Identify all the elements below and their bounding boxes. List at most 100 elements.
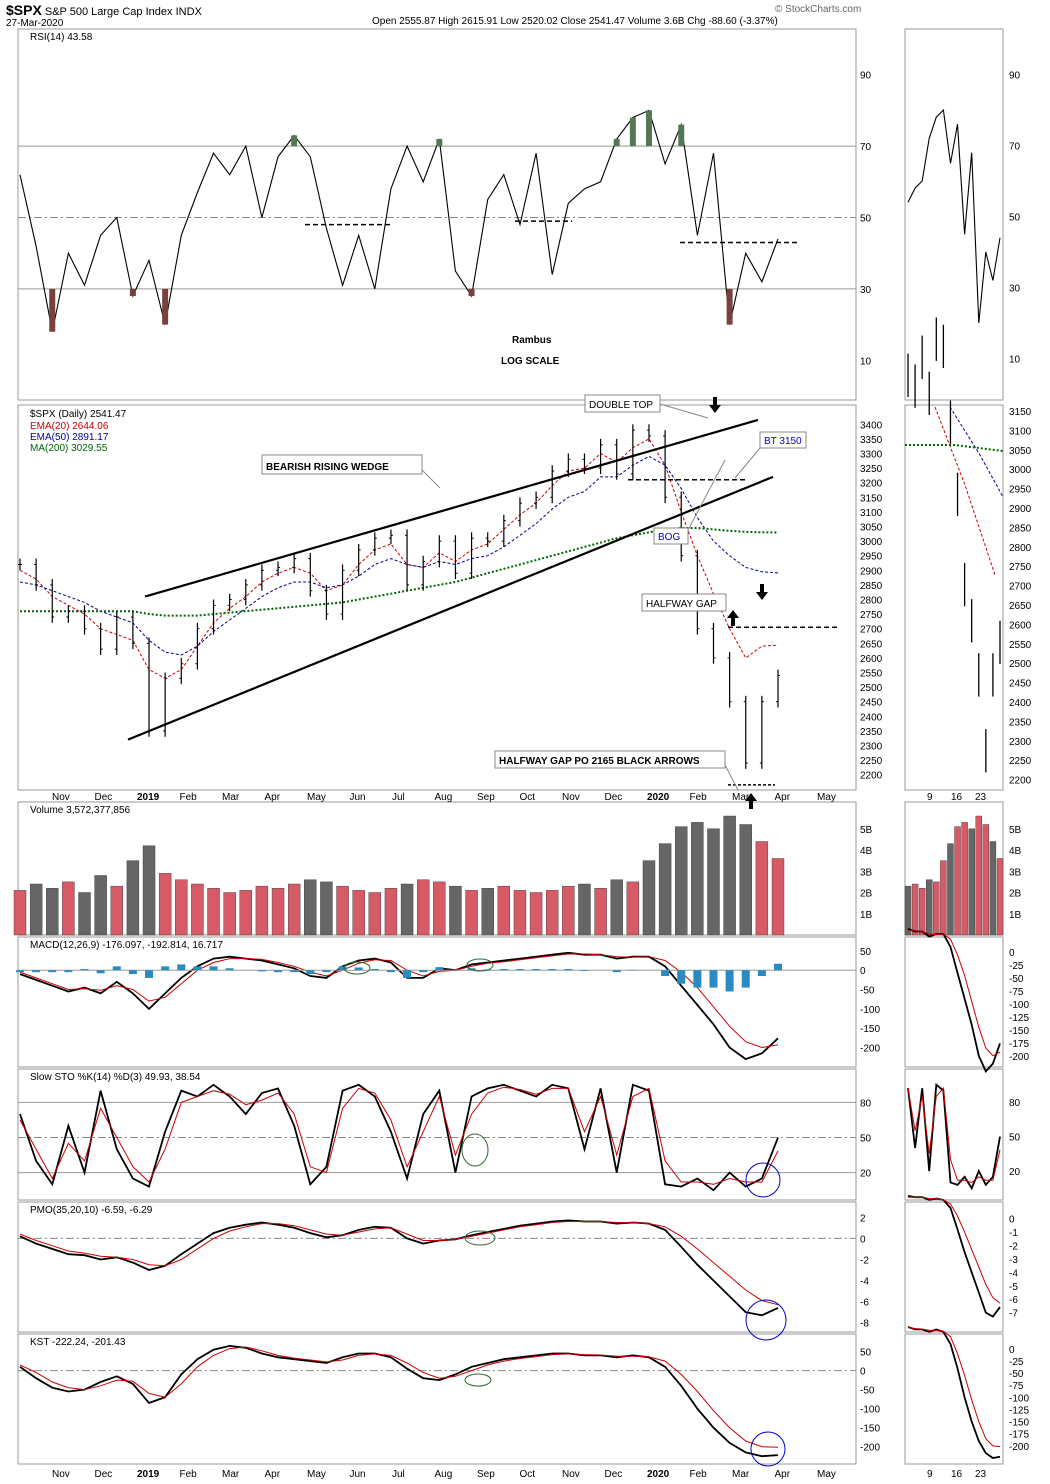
zoom-volume-bar: [961, 822, 968, 936]
macd-histogram-bar: [145, 970, 154, 978]
y-tick-label: 3400: [860, 420, 883, 431]
x-tick-label-bottom: Apr: [775, 1469, 791, 1480]
x-tick-label-bottom: Feb: [690, 1469, 708, 1480]
zoom-panel-frame-0: [904, 28, 1004, 401]
annotation-halfway-gap-box: [641, 593, 727, 612]
zoom-y-tick-label: 3B: [1009, 867, 1022, 878]
x-tick-label: May: [817, 792, 836, 803]
macd-histogram-bar: [499, 969, 508, 971]
macd-histogram-bar: [274, 970, 283, 973]
zoom-y-tick-label: -2: [1009, 1242, 1018, 1253]
x-tick-label: May: [307, 792, 326, 803]
x-tick-label: 2019: [137, 792, 160, 803]
rsi-overbought-fill: [291, 135, 298, 147]
panel-title: RSI(14) 43.58: [30, 32, 93, 43]
zoom-y-tick-label: 0: [1009, 948, 1015, 959]
y-tick-label: -150: [860, 1424, 880, 1435]
macd-histogram-bar: [435, 967, 444, 971]
zoom-y-tick-label: 70: [1009, 142, 1021, 153]
zoom-volume-bar: [918, 888, 926, 936]
highlight-circle: [464, 1373, 492, 1387]
volume-bar: [739, 824, 752, 936]
rsi-oversold-fill: [162, 288, 169, 325]
x-tick-label: Nov: [562, 792, 580, 803]
zoom-volume-bar: [933, 881, 940, 936]
volume-bar: [497, 885, 511, 936]
zoom-y-tick-label: -200: [1009, 1442, 1029, 1453]
callout-pointer: [421, 469, 441, 489]
zoom-y-tick-label: 2600: [1009, 620, 1032, 631]
volume-bar: [191, 883, 204, 936]
macd-histogram-bar: [322, 970, 331, 973]
zoom-y-tick-label: 80: [1009, 1098, 1021, 1109]
volume-bar: [675, 826, 688, 936]
macd-histogram-bar: [403, 970, 412, 978]
halfway-gap-arrow-down-stem: [760, 584, 764, 592]
series-line-0: [19, 1344, 779, 1458]
volume-bar: [110, 885, 123, 936]
zoom-y-tick-label: -175: [1009, 1430, 1029, 1441]
volume-bar: [304, 879, 317, 936]
volume-bar: [465, 890, 478, 936]
zoom-y-tick-label: -50: [1009, 1369, 1024, 1380]
y-tick-label: 2200: [860, 771, 883, 782]
annotation-bearish-rising-wedge-box: [261, 454, 423, 475]
zoom-y-tick-label: 10: [1009, 355, 1021, 366]
zoom-series-line-1: [907, 1087, 1001, 1184]
zoom-x-tick-label-bottom: 9: [927, 1469, 933, 1480]
main-panel-frame-0: [17, 28, 857, 401]
zoom-y-tick-label: 3150: [1009, 407, 1032, 418]
annotation-double-top-label: DOUBLE TOP: [589, 400, 653, 411]
volume-bar: [626, 881, 640, 936]
x-tick-label-bottom: 2019: [137, 1469, 160, 1480]
volume-bar: [175, 879, 188, 936]
rsi-overbought-fill: [613, 138, 620, 147]
series-line-0: [19, 951, 779, 1061]
x-tick-label-bottom: Jun: [350, 1469, 366, 1480]
volume-bar: [142, 845, 156, 936]
zoom-y-tick-label: 2200: [1009, 776, 1032, 787]
callout-pointer: [724, 764, 739, 791]
annotation-rambus: Rambus: [512, 335, 552, 346]
zoom-series-line-0: [907, 1326, 1001, 1459]
volume-bar: [78, 892, 91, 936]
y-tick-label: 2600: [860, 654, 883, 665]
macd-histogram-bar: [741, 970, 750, 988]
halfway-gap-arrow-up: [727, 610, 739, 618]
zoom-volume-bar: [968, 828, 975, 936]
y-tick-label: 2800: [860, 596, 883, 607]
macd-histogram-bar: [161, 966, 170, 971]
volume-bar: [529, 892, 543, 936]
macd-histogram-bar: [177, 964, 186, 971]
annotation-halfway-gap-label: HALFWAY GAP: [646, 599, 717, 610]
zoom-volume-bar: [996, 858, 1004, 936]
x-tick-label: Oct: [520, 792, 536, 803]
volume-bar: [271, 888, 285, 936]
callout-pointer: [687, 459, 726, 531]
macd-histogram-bar: [48, 970, 57, 973]
zoom-volume-bar: [982, 824, 990, 936]
wedge-lower-line: [127, 475, 774, 741]
main-panel-frame-1: [17, 404, 857, 791]
double-top-arrow: [709, 405, 721, 413]
y-tick-label: 3B: [860, 867, 873, 878]
macd-histogram-bar: [209, 966, 218, 971]
volume-bar: [658, 843, 672, 936]
zoom-y-tick-label: 0: [1009, 1345, 1015, 1356]
panel-title: Slow STO %K(14) %D(3) 49.93, 38.54: [30, 1072, 201, 1083]
x-tick-label: Dec: [605, 792, 623, 803]
chart-header: $SPX S&P 500 Large Cap Index INDX: [6, 2, 202, 18]
zoom-panel-frame-4: [904, 1068, 1004, 1201]
x-tick-label-bottom: Nov: [52, 1469, 70, 1480]
zoom-volume-bar: [926, 879, 933, 936]
zoom-y-tick-label: -150: [1009, 1026, 1029, 1037]
x-tick-label: Jun: [350, 792, 366, 803]
macd-histogram-bar: [419, 970, 428, 973]
zoom-y-tick-label: 2750: [1009, 562, 1032, 573]
volume-bar: [449, 885, 462, 936]
legend-entry: MA(200) 3029.55: [30, 443, 108, 454]
zoom-series-line-1: [908, 1196, 1001, 1304]
volume-bar: [223, 892, 236, 936]
zoom-y-tick-label: -50: [1009, 974, 1024, 985]
volume-bar: [400, 883, 414, 936]
